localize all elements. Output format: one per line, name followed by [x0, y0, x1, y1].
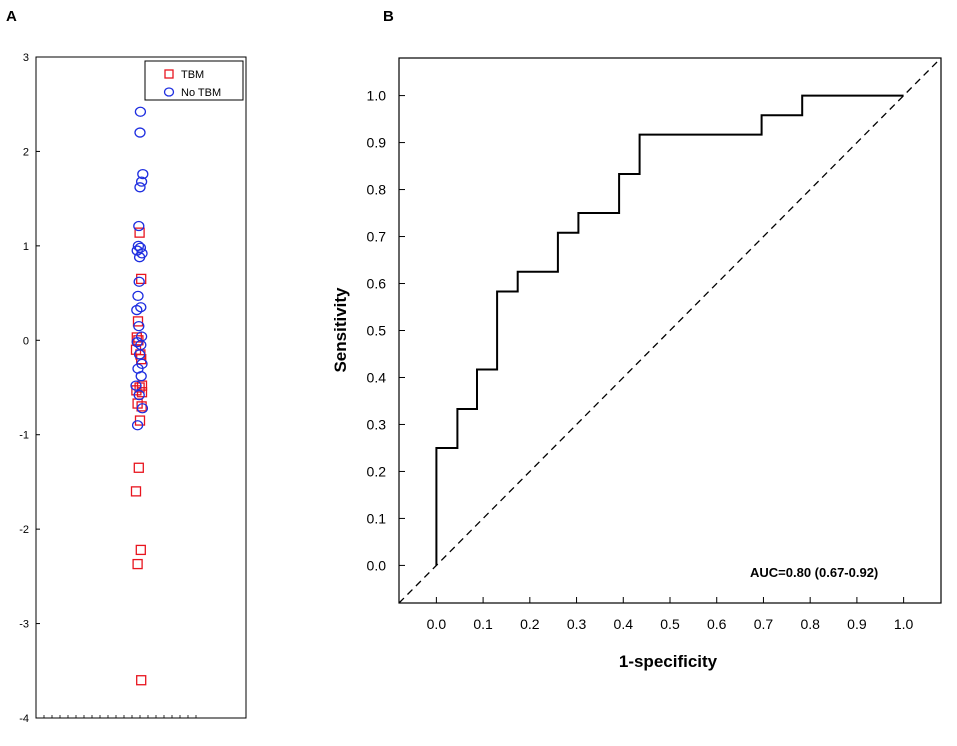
x-tick-label: 0.2 — [520, 616, 540, 632]
x-tick-label: 0.6 — [707, 616, 727, 632]
y-tick-label: 0 — [23, 335, 29, 347]
no-tbm-point — [133, 276, 145, 287]
x-axis-title: 1-specificity — [619, 652, 718, 671]
no-tbm-point — [134, 127, 146, 138]
no-tbm-point — [130, 380, 142, 391]
legend-tbm-marker — [164, 69, 174, 79]
panel-b-label: B — [383, 8, 394, 25]
panel-a-legend: TBM No TBM — [144, 60, 244, 101]
no-tbm-point — [134, 242, 147, 253]
y-tick-label: 0.6 — [367, 276, 387, 292]
panel-a-label: A — [6, 8, 17, 25]
y-tick-label: 0.1 — [367, 510, 387, 526]
roc-curve-line — [435, 94, 904, 566]
tbm-point — [136, 675, 147, 686]
x-tick-label: 0.9 — [847, 616, 867, 632]
panel-a-points — [130, 106, 149, 686]
x-tick-label: 0.1 — [473, 616, 493, 632]
x-tick-label: 0.0 — [427, 616, 447, 632]
legend-no-tbm-label: No TBM — [181, 87, 221, 99]
no-tbm-point — [135, 302, 147, 313]
legend-no-tbm-marker — [163, 87, 175, 97]
x-tick-label: 0.4 — [614, 616, 634, 632]
x-tick-label: 0.5 — [660, 616, 680, 632]
tbm-point — [132, 558, 143, 570]
no-tbm-point — [137, 168, 149, 180]
panel-a-frame — [35, 56, 247, 719]
y-tick-label: 0.2 — [367, 463, 387, 479]
no-tbm-point — [134, 106, 147, 117]
tbm-point — [133, 462, 144, 473]
no-tbm-point — [135, 176, 148, 187]
y-tick-label: 3 — [23, 52, 29, 64]
reference-diagonal-line — [398, 57, 942, 604]
no-tbm-point — [133, 389, 145, 401]
tbm-point — [136, 387, 148, 398]
panel-a-x-minor-ticks — [43, 715, 197, 718]
no-tbm-point — [136, 403, 149, 414]
no-tbm-point — [131, 337, 143, 348]
no-tbm-point — [133, 349, 146, 360]
no-tbm-point — [131, 420, 144, 431]
panel-a-scatter: 3 2 1 0 -1 -2 -3 -4 TBM No TBM — [19, 52, 247, 725]
x-tick-label: 0.3 — [567, 616, 587, 632]
tbm-point — [134, 227, 145, 238]
y-tick-label: -4 — [19, 713, 29, 725]
x-tick-label: 0.7 — [754, 616, 774, 632]
y-tick-label: -3 — [19, 619, 29, 631]
y-tick-label: 1.0 — [367, 88, 387, 104]
auc-annotation: AUC=0.80 (0.67-0.92) — [750, 565, 878, 580]
panel-b-x-axis: 0.0 0.1 0.2 0.3 0.4 0.5 0.6 0.7 0.8 0.9 1.0 — [427, 597, 914, 632]
y-tick-label: 0.7 — [367, 229, 387, 245]
y-tick-label: -2 — [19, 524, 29, 536]
no-tbm-point — [132, 290, 144, 302]
x-tick-label: 0.8 — [800, 616, 820, 632]
y-tick-label: 0.0 — [367, 557, 387, 573]
y-tick-label: 0.4 — [367, 369, 387, 385]
tbm-point — [132, 316, 144, 327]
y-axis-title: Sensitivity — [331, 287, 350, 373]
no-tbm-point — [131, 304, 143, 316]
no-tbm-point — [133, 252, 146, 263]
panel-b-y-axis: 0.0 0.1 0.2 0.3 0.4 0.5 0.6 0.7 0.8 0.9 1.0 — [367, 88, 405, 573]
y-tick-label: 0.9 — [367, 135, 387, 151]
no-tbm-point — [133, 220, 145, 232]
y-tick-label: 2 — [23, 146, 29, 158]
y-tick-label: 0.3 — [367, 416, 387, 432]
x-tick-label: 1.0 — [894, 616, 914, 632]
tbm-point — [136, 401, 147, 412]
y-tick-label: 0.8 — [367, 182, 387, 198]
panel-b-roc: 0.0 0.1 0.2 0.3 0.4 0.5 0.6 0.7 0.8 0.9 1.0 0.0 0.1… — [331, 57, 942, 671]
legend-tbm-label: TBM — [181, 69, 204, 81]
y-tick-label: 0.5 — [367, 323, 387, 339]
panel-a-y-axis: 3 2 1 0 -1 -2 -3 -4 — [19, 52, 40, 725]
tbm-point — [136, 354, 147, 365]
no-tbm-point — [133, 320, 145, 332]
panel-b-lines — [398, 57, 942, 604]
no-tbm-point — [135, 371, 147, 382]
tbm-point — [136, 273, 147, 285]
tbm-point — [135, 544, 146, 556]
y-tick-label: -1 — [19, 430, 29, 442]
no-tbm-point — [134, 182, 146, 193]
legend-box — [144, 60, 244, 101]
y-tick-label: 1 — [23, 241, 29, 253]
tbm-point — [130, 486, 142, 497]
